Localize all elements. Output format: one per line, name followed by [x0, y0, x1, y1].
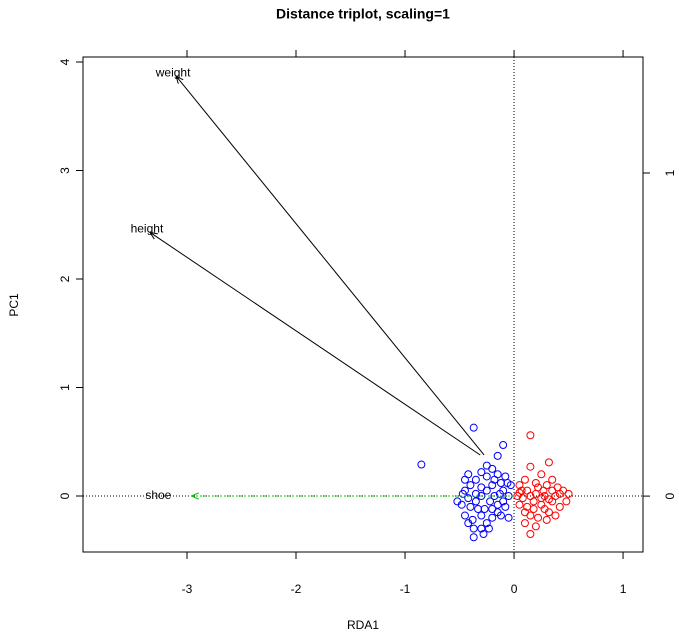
- y-tick-label: 2: [58, 275, 72, 282]
- point: [482, 472, 491, 481]
- point: [520, 475, 529, 484]
- point: [488, 481, 497, 490]
- point: [488, 513, 497, 522]
- point: [482, 486, 491, 495]
- arrow-head: [191, 495, 199, 500]
- point: [531, 478, 540, 487]
- point: [517, 486, 526, 495]
- point: [548, 475, 557, 484]
- point: [531, 522, 540, 531]
- point: [486, 497, 495, 506]
- point: [526, 462, 535, 471]
- arrow-head: [149, 231, 158, 235]
- point: [477, 511, 486, 520]
- point: [551, 511, 560, 520]
- point: [529, 505, 538, 514]
- point: [562, 497, 571, 506]
- x-axis-label: RDA1: [347, 618, 379, 632]
- point: [488, 464, 497, 473]
- point: [479, 529, 488, 538]
- point: [493, 451, 502, 460]
- point: [544, 495, 553, 504]
- y-tick-label: 3: [58, 167, 72, 174]
- point: [464, 494, 473, 503]
- point: [503, 478, 512, 487]
- point: [542, 515, 551, 524]
- point: [469, 423, 478, 432]
- point: [534, 513, 543, 522]
- y-tick-label: 1: [58, 384, 72, 391]
- point: [537, 470, 546, 479]
- point: [504, 513, 513, 522]
- point: [564, 489, 573, 498]
- y2-tick-label: 0: [663, 492, 677, 499]
- chart-title: Distance triplot, scaling=1: [276, 6, 450, 22]
- point: [544, 458, 553, 467]
- arrow-head: [175, 75, 179, 84]
- point: [471, 489, 480, 498]
- point: [471, 475, 480, 484]
- point: [548, 486, 557, 495]
- point: [458, 489, 467, 498]
- point: [477, 524, 486, 533]
- y-tick-label: 0: [58, 492, 72, 499]
- point: [496, 478, 505, 487]
- point: [515, 481, 524, 490]
- point: [501, 502, 510, 511]
- x-tick-label: -2: [291, 582, 302, 596]
- point: [471, 497, 480, 506]
- point: [482, 519, 491, 528]
- arrow-head: [175, 75, 184, 81]
- x-tick-label: -3: [182, 582, 193, 596]
- point: [526, 529, 535, 538]
- point: [520, 508, 529, 517]
- arrow-label: shoe: [145, 488, 171, 502]
- y2-tick-label: 1: [663, 169, 677, 176]
- x-tick-label: 1: [620, 582, 627, 596]
- point: [520, 519, 529, 528]
- point: [499, 441, 508, 450]
- y-axis-label: PC1: [7, 293, 21, 317]
- point: [526, 492, 535, 501]
- point: [540, 505, 549, 514]
- point: [555, 489, 564, 498]
- point: [464, 519, 473, 528]
- y-tick-label: 4: [58, 58, 72, 65]
- point: [495, 489, 504, 498]
- arrow-label: height: [131, 222, 164, 236]
- x-tick-label: -1: [400, 582, 411, 596]
- arrow-line: [175, 75, 485, 456]
- point: [537, 494, 546, 503]
- point: [515, 500, 524, 509]
- point: [469, 533, 478, 542]
- plot-frame: [82, 56, 644, 553]
- point: [515, 488, 524, 497]
- point: [499, 497, 508, 506]
- point: [460, 475, 469, 484]
- point: [555, 502, 564, 511]
- point: [457, 500, 466, 509]
- point: [484, 524, 493, 533]
- point: [480, 505, 489, 514]
- arrow-head: [149, 232, 155, 240]
- point: [488, 505, 497, 514]
- point: [477, 468, 486, 477]
- arrow-label: weight: [155, 65, 191, 79]
- point: [466, 502, 475, 511]
- point: [466, 481, 475, 490]
- point: [474, 505, 483, 514]
- point: [539, 486, 548, 495]
- point: [526, 431, 535, 440]
- point: [417, 460, 426, 469]
- point: [501, 472, 510, 481]
- arrow-line: [149, 231, 481, 456]
- point: [469, 524, 478, 533]
- point: [460, 511, 469, 520]
- x-tick-label: 0: [511, 582, 518, 596]
- point: [490, 475, 499, 484]
- arrow-head: [191, 492, 199, 497]
